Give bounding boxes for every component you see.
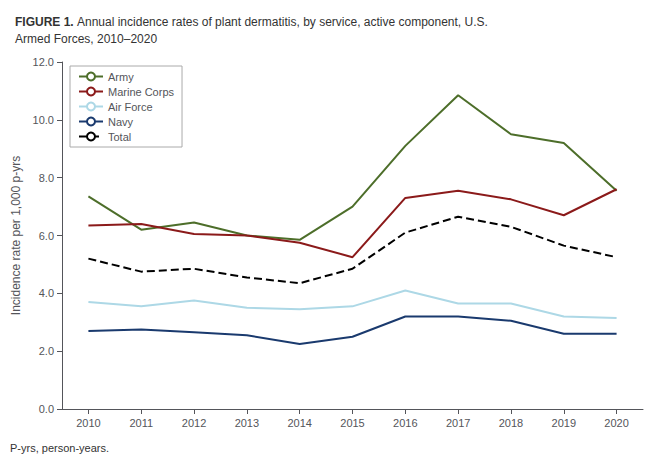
svg-text:2013: 2013 [235, 417, 259, 429]
svg-text:6.0: 6.0 [39, 230, 54, 242]
svg-text:Total: Total [108, 131, 131, 143]
svg-text:2020: 2020 [604, 417, 628, 429]
svg-text:10.0: 10.0 [33, 114, 54, 126]
svg-text:Armed Forces, 2010–2020: Armed Forces, 2010–2020 [15, 32, 157, 46]
svg-text:2012: 2012 [182, 417, 206, 429]
svg-text:2014: 2014 [287, 417, 311, 429]
svg-text:4.0: 4.0 [39, 287, 54, 299]
svg-text:Navy: Navy [108, 116, 134, 128]
svg-text:2015: 2015 [340, 417, 364, 429]
svg-text:Incidence rate per 1,000 p-yrs: Incidence rate per 1,000 p-yrs [9, 156, 23, 315]
svg-text:8.0: 8.0 [39, 172, 54, 184]
svg-text:Marine Corps: Marine Corps [108, 86, 175, 98]
svg-text:2017: 2017 [446, 417, 470, 429]
svg-text:2018: 2018 [499, 417, 523, 429]
svg-text:Air Force: Air Force [108, 101, 153, 113]
svg-text:P-yrs, person-years.: P-yrs, person-years. [10, 442, 109, 454]
svg-text:12.0: 12.0 [33, 56, 54, 68]
svg-text:2016: 2016 [393, 417, 417, 429]
svg-text:0.0: 0.0 [39, 403, 54, 415]
svg-text:2.0: 2.0 [39, 345, 54, 357]
svg-text:Army: Army [108, 71, 134, 83]
svg-text:2019: 2019 [552, 417, 576, 429]
svg-text:FIGURE 1.: FIGURE 1. [15, 15, 74, 29]
svg-text:Annual incidence rates of plan: Annual incidence rates of plant dermatit… [77, 15, 488, 29]
svg-text:2010: 2010 [76, 417, 100, 429]
svg-text:2011: 2011 [129, 417, 153, 429]
